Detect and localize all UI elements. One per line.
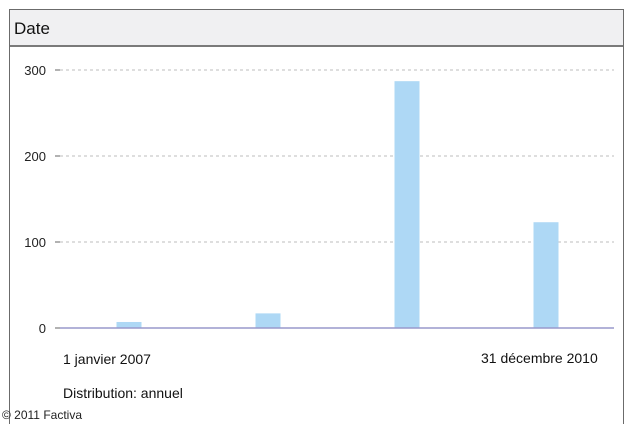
bar-2010 bbox=[533, 222, 559, 328]
bar-2009 bbox=[394, 81, 420, 329]
copyright-text: © 2011 Factiva bbox=[2, 408, 82, 422]
y-tick-label: 200 bbox=[24, 149, 46, 164]
y-tick-label: 300 bbox=[24, 63, 46, 78]
y-axis-ticks: 0 100 200 300 bbox=[24, 63, 60, 336]
panel-title: Date bbox=[14, 19, 50, 38]
bar-2008 bbox=[255, 313, 281, 328]
distribution-label: Distribution: annuel bbox=[63, 385, 183, 401]
y-tick-label: 0 bbox=[39, 321, 46, 336]
gridlines bbox=[60, 69, 614, 243]
bars bbox=[116, 81, 559, 329]
panel-header: Date bbox=[10, 9, 623, 47]
end-date-label: 31 décembre 2010 bbox=[481, 350, 598, 366]
bar-2007 bbox=[116, 321, 142, 328]
start-date-label: 1 janvier 2007 bbox=[63, 351, 151, 367]
date-chart-panel: Date bbox=[9, 9, 624, 424]
y-tick-label: 100 bbox=[24, 235, 46, 250]
